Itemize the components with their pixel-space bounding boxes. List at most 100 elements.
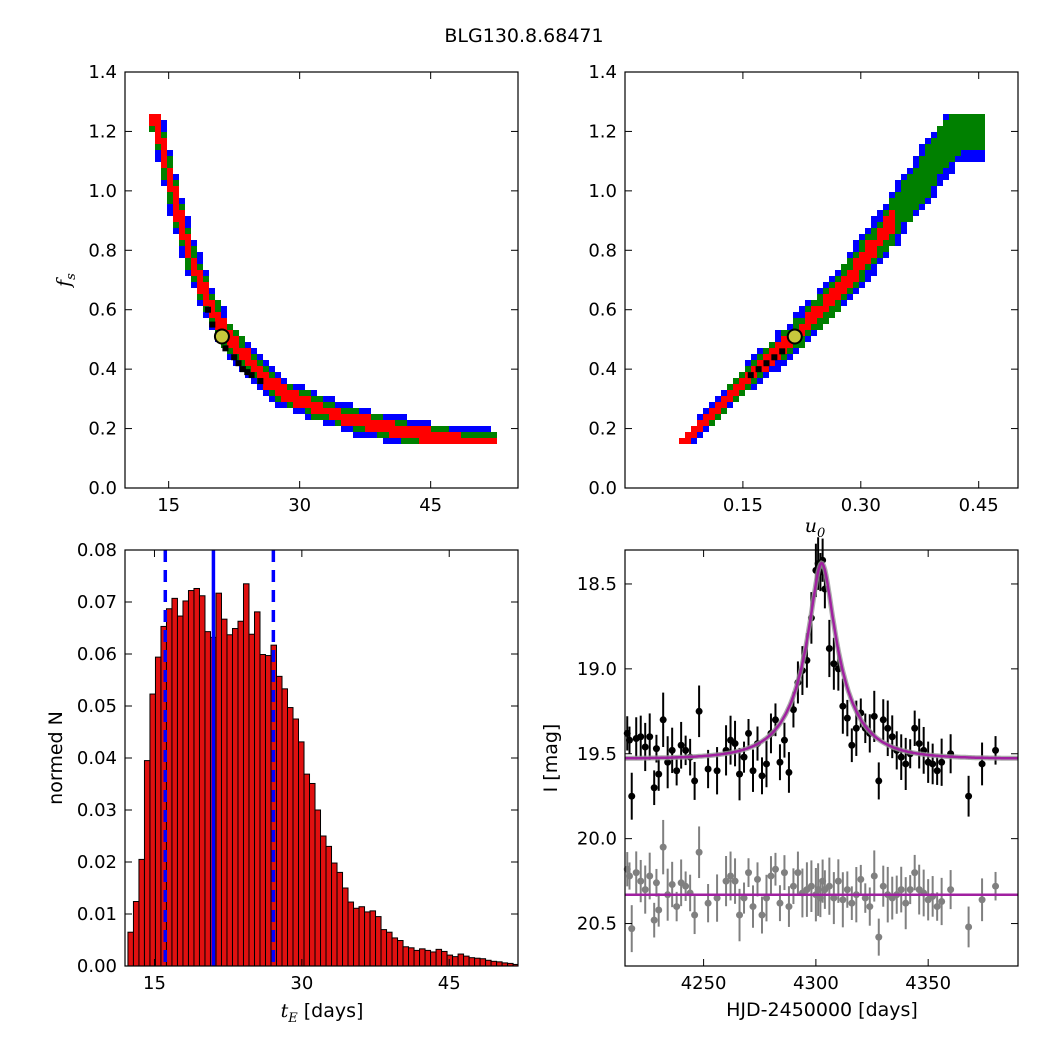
heatmap-cell <box>203 276 209 282</box>
heatmap-cell <box>745 384 751 390</box>
heatmap-cell <box>167 186 173 192</box>
heatmap-cell <box>973 126 979 132</box>
heatmap-cell <box>763 366 769 372</box>
heatmap-cell <box>841 276 847 282</box>
data-point <box>650 784 658 792</box>
heatmap-cell <box>407 420 413 426</box>
heatmap-cell <box>775 330 781 336</box>
heatmap-cell <box>161 126 167 132</box>
heatmap-cell <box>949 156 955 162</box>
heatmap-cell <box>901 174 907 180</box>
heatmap-cell <box>967 156 973 162</box>
heatmap-cell <box>227 330 233 336</box>
heatmap-cell <box>155 126 161 132</box>
data-point <box>992 746 1000 754</box>
heatmap-cell <box>353 420 359 426</box>
heatmap-cell <box>847 276 853 282</box>
heatmap-cell <box>931 132 937 138</box>
heatmap-cell <box>419 438 425 444</box>
residual-point <box>911 869 919 877</box>
p2-best-fit <box>786 328 803 345</box>
heatmap-cell <box>197 294 203 300</box>
heatmap-cell <box>221 318 227 324</box>
data-point <box>659 716 667 724</box>
heatmap-cell <box>967 132 973 138</box>
heatmap-cell <box>853 246 859 252</box>
p2-xlabel: u0 <box>805 515 826 541</box>
heatmap-cell <box>185 216 191 222</box>
data-point <box>875 777 883 785</box>
heatmap-cell <box>937 138 943 144</box>
heatmap-cell <box>269 372 275 378</box>
heatmap-cell <box>149 126 155 132</box>
data-point <box>762 760 770 768</box>
residual-point <box>965 923 973 931</box>
heatmap-cell <box>245 348 251 354</box>
heatmap-cell <box>979 120 985 126</box>
histogram-bar <box>231 628 239 967</box>
residual-point <box>646 872 654 880</box>
heatmap-cell <box>877 228 883 234</box>
heatmap-cell <box>973 144 979 150</box>
heatmap-cell <box>907 210 913 216</box>
heatmap-cell <box>751 354 757 360</box>
heatmap-cell <box>931 186 937 192</box>
heatmap-cell <box>377 420 383 426</box>
heatmap-cell <box>305 414 311 420</box>
heatmap-cell <box>751 372 757 378</box>
residual-point <box>825 882 833 890</box>
residual-point <box>780 869 788 877</box>
histogram-bar <box>347 901 355 967</box>
p3-ticks: 15 30 45 0.00 0.01 0.02 0.03 0.04 0.05 0.06 0.07 0.… <box>77 540 518 994</box>
heatmap-cell <box>781 330 787 336</box>
heatmap-cell <box>479 426 485 432</box>
heatmap-cell <box>359 408 365 414</box>
heatmap-cell-best <box>239 366 246 373</box>
heatmap-cell <box>191 282 197 288</box>
heatmap-cell <box>185 264 191 270</box>
histogram-bar <box>369 910 377 967</box>
heatmap-cell <box>353 426 359 432</box>
p1-ticks: 15 30 45 0.0 0.2 0.4 0.6 0.8 1.0 1.2 1.4 <box>88 62 518 516</box>
heatmap-cell <box>949 162 955 168</box>
heatmap-cell <box>269 384 275 390</box>
data-point <box>713 767 721 775</box>
xtick-label: 0.30 <box>841 495 881 516</box>
heatmap-cell <box>365 432 371 438</box>
p2-frame <box>624 71 1019 489</box>
heatmap-cell <box>859 234 865 240</box>
xtick-label: 4250 <box>681 973 727 994</box>
heatmap-cell <box>943 114 949 120</box>
heatmap-cell <box>185 222 191 228</box>
heatmap-cell <box>185 240 191 246</box>
heatmap-cell <box>949 120 955 126</box>
heatmap-cell <box>877 240 883 246</box>
ytick-label: 0.07 <box>77 592 117 613</box>
heatmap-cell <box>715 402 721 408</box>
ytick-label: 1.4 <box>588 62 617 83</box>
residual-point <box>875 933 883 941</box>
heatmap-cell <box>281 384 287 390</box>
panel-u0-fs: 0.15 0.30 0.45 0.0 0.2 0.4 0.6 0.8 1.0 1.2 1.4 u0 <box>588 62 1019 541</box>
heatmap-cell <box>311 402 317 408</box>
heatmap-cell <box>431 438 437 444</box>
heatmap-cell <box>383 414 389 420</box>
heatmap-cell <box>263 372 269 378</box>
heatmap-cell <box>745 366 751 372</box>
heatmap-cell <box>197 282 203 288</box>
heatmap-cell <box>913 156 919 162</box>
heatmap-cell <box>215 318 221 324</box>
heatmap-cell <box>239 336 245 342</box>
histogram-bar <box>452 956 459 967</box>
residual-point <box>704 899 712 907</box>
heatmap-cell <box>203 282 209 288</box>
heatmap-cell <box>329 402 335 408</box>
heatmap-cell <box>781 342 787 348</box>
heatmap-cell <box>757 354 763 360</box>
histogram-bar <box>138 858 145 967</box>
heatmap-cell <box>419 426 425 432</box>
heatmap-cell <box>883 210 889 216</box>
heatmap-cell <box>739 384 745 390</box>
data-point <box>736 770 744 778</box>
model-envelope <box>625 560 1018 761</box>
